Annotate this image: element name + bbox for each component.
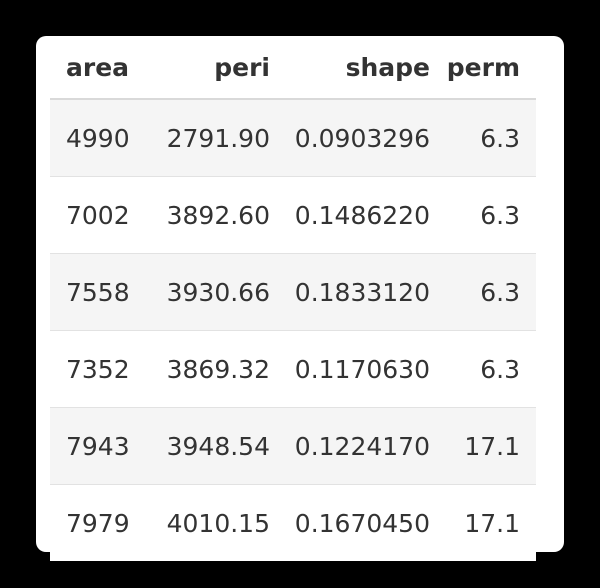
cell-area: 7979 [50, 484, 152, 561]
cell-perm: 6.3 [430, 253, 536, 331]
cell-peri: 3930.66 [152, 253, 270, 331]
cell-perm: 17.1 [430, 407, 536, 485]
cell-perm: 6.3 [430, 176, 536, 254]
table-row: 7979 4010.15 0.1670450 17.1 [50, 484, 536, 561]
column-header-perm: perm [430, 36, 536, 100]
cell-shape: 0.1670450 [270, 484, 430, 561]
cell-area: 7558 [50, 253, 152, 331]
column-header-peri: peri [152, 36, 270, 100]
column-header-area: area [50, 36, 152, 100]
cell-shape: 0.1486220 [270, 176, 430, 254]
table-row: 7002 3892.60 0.1486220 6.3 [50, 176, 536, 254]
cell-shape: 0.0903296 [270, 99, 430, 177]
cell-shape: 0.1833120 [270, 253, 430, 331]
column-header-shape: shape [270, 36, 430, 100]
cell-area: 4990 [50, 99, 152, 177]
table-card: area peri shape perm 4990 2791.90 0.0903… [36, 36, 564, 561]
table-row: 7943 3948.54 0.1224170 17.1 [50, 407, 536, 485]
table-header-row: area peri shape perm [50, 36, 536, 100]
table-row: 7352 3869.32 0.1170630 6.3 [50, 330, 536, 408]
cell-area: 7352 [50, 330, 152, 408]
cell-peri: 2791.90 [152, 99, 270, 177]
cell-area: 7002 [50, 176, 152, 254]
table-row: 7558 3930.66 0.1833120 6.3 [50, 253, 536, 331]
cell-perm: 17.1 [430, 484, 536, 561]
cell-peri: 3892.60 [152, 176, 270, 254]
cell-perm: 6.3 [430, 99, 536, 177]
cell-peri: 4010.15 [152, 484, 270, 561]
cell-perm: 6.3 [430, 330, 536, 408]
cell-shape: 0.1224170 [270, 407, 430, 485]
cell-peri: 3948.54 [152, 407, 270, 485]
cell-peri: 3869.32 [152, 330, 270, 408]
cell-shape: 0.1170630 [270, 330, 430, 408]
data-table: area peri shape perm 4990 2791.90 0.0903… [50, 36, 536, 561]
cell-area: 7943 [50, 407, 152, 485]
table-row: 4990 2791.90 0.0903296 6.3 [50, 99, 536, 177]
